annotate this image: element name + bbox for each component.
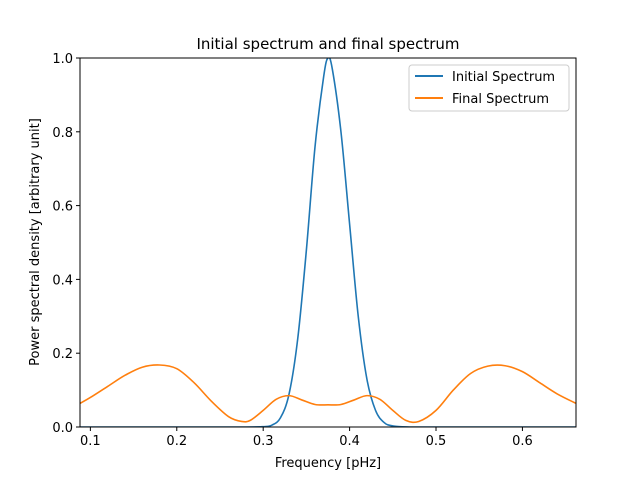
- plot-frame: [79, 57, 577, 428]
- x-tick-label: 0.4: [339, 434, 360, 449]
- x-axis-label: Frequency [pHz]: [275, 456, 381, 471]
- y-axis-label: Power spectral density [arbitrary unit]: [28, 118, 43, 366]
- series-line-final: [80, 364, 576, 424]
- x-tick-label: 0.1: [80, 434, 101, 449]
- y-tick-label: 0.4: [52, 273, 73, 288]
- y-tick-label: 1.0: [52, 52, 73, 67]
- y-axis: 0.0 0.2 0.4 0.6 0.8 1.0: [52, 52, 80, 436]
- legend-label-initial: Initial Spectrum: [452, 70, 555, 85]
- chart-title: Initial spectrum and final spectrum: [196, 35, 459, 53]
- legend-box: [408, 64, 570, 112]
- y-tick-label: 0.2: [52, 347, 73, 362]
- y-tick-label: 0.6: [52, 200, 73, 215]
- x-tick-label: 0.5: [426, 434, 447, 449]
- x-tick-label: 0.2: [166, 434, 187, 449]
- x-tick-label: 0.6: [512, 434, 533, 449]
- y-tick-label: 0.8: [52, 126, 73, 141]
- legend: Initial Spectrum Final Spectrum: [408, 64, 570, 112]
- x-tick-label: 0.3: [253, 434, 274, 449]
- x-axis: 0.1 0.2 0.3 0.4 0.5 0.6: [80, 427, 533, 449]
- legend-label-final: Final Spectrum: [452, 92, 549, 107]
- y-tick-label: 0.0: [52, 421, 73, 436]
